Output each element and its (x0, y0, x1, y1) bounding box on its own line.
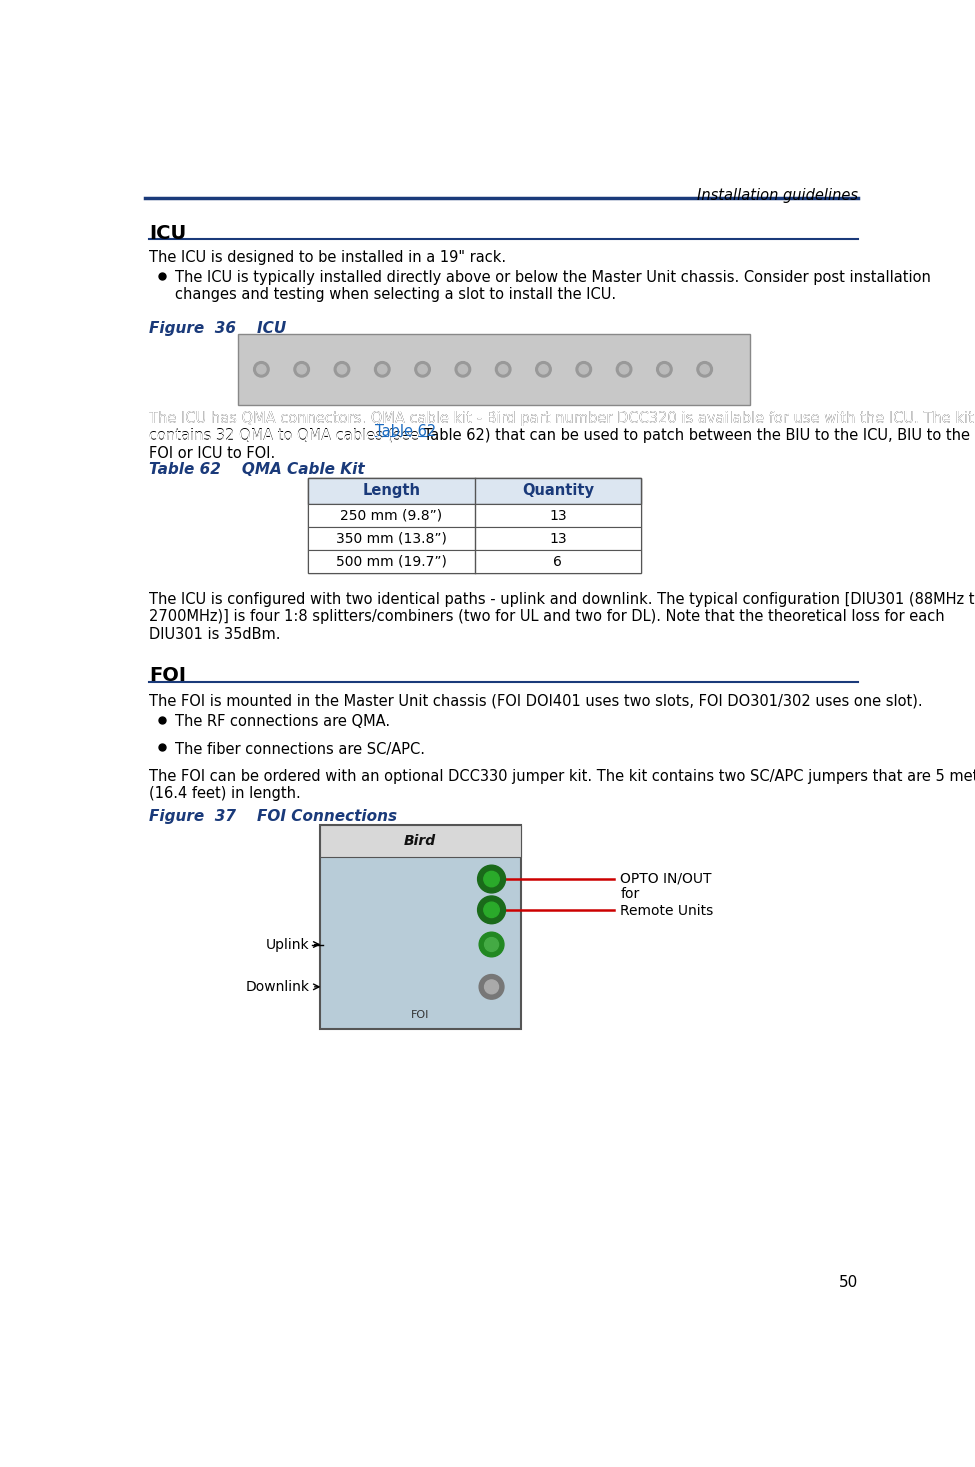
Text: ICU: ICU (149, 224, 186, 242)
Text: 13: 13 (549, 509, 566, 522)
Circle shape (700, 365, 710, 374)
Circle shape (256, 365, 266, 374)
Circle shape (374, 361, 390, 377)
Text: The ICU has QMA connectors. QMA cable kit - Bird part number DCC320 is available: The ICU has QMA connectors. QMA cable ki… (149, 411, 974, 461)
Circle shape (484, 871, 499, 886)
Circle shape (697, 361, 713, 377)
Text: FOI: FOI (149, 666, 186, 685)
Text: Installation guidelines: Installation guidelines (697, 188, 858, 202)
Text: The RF connections are QMA.: The RF connections are QMA. (175, 714, 390, 729)
Text: Quantity: Quantity (522, 484, 594, 499)
Bar (308, 505, 642, 527)
Circle shape (478, 896, 505, 924)
Bar (320, 824, 521, 1030)
Circle shape (616, 361, 632, 377)
Bar (238, 334, 750, 405)
Circle shape (539, 365, 548, 374)
Text: The fiber connections are SC/APC.: The fiber connections are SC/APC. (175, 742, 424, 757)
Circle shape (337, 365, 347, 374)
Circle shape (377, 365, 387, 374)
Circle shape (535, 361, 551, 377)
Text: The ICU is configured with two identical paths - uplink and downlink. The typica: The ICU is configured with two identical… (149, 591, 975, 641)
Bar (308, 478, 642, 505)
Circle shape (458, 365, 468, 374)
Circle shape (485, 980, 498, 993)
Text: 50: 50 (838, 1275, 858, 1291)
Text: The FOI can be ordered with an optional DCC330 jumper kit. The kit contains two : The FOI can be ordered with an optional … (149, 769, 975, 801)
Text: The ICU has QMA connectors. QMA cable kit - Bird part number DCC320 is available: The ICU has QMA connectors. QMA cable ki… (149, 411, 974, 461)
Circle shape (479, 974, 504, 999)
Circle shape (656, 361, 672, 377)
Circle shape (418, 365, 427, 374)
Circle shape (254, 361, 269, 377)
Text: The ICU is designed to be installed in a 19" rack.: The ICU is designed to be installed in a… (149, 249, 506, 266)
Bar (308, 478, 642, 574)
Text: Length: Length (362, 484, 420, 499)
Text: Table 62: Table 62 (374, 424, 436, 439)
Bar (308, 527, 642, 550)
Circle shape (576, 361, 592, 377)
Bar (308, 550, 642, 574)
Text: 500 mm (19.7”): 500 mm (19.7”) (335, 555, 447, 569)
Text: Figure  36    ICU: Figure 36 ICU (149, 321, 287, 336)
Circle shape (484, 902, 499, 917)
Text: Figure  37    FOI Connections: Figure 37 FOI Connections (149, 808, 397, 824)
Circle shape (495, 361, 511, 377)
Circle shape (297, 365, 306, 374)
Text: Bird: Bird (405, 835, 437, 848)
Circle shape (660, 365, 669, 374)
Bar (320, 824, 521, 858)
Text: The FOI is mounted in the Master Unit chassis (FOI DOI401 uses two slots, FOI DO: The FOI is mounted in the Master Unit ch… (149, 694, 922, 709)
Text: Table 62    QMA Cable Kit: Table 62 QMA Cable Kit (149, 462, 365, 477)
Circle shape (334, 361, 350, 377)
Circle shape (485, 937, 498, 952)
Text: OPTO IN/OUT
for
Remote Units: OPTO IN/OUT for Remote Units (620, 871, 714, 918)
Text: FOI: FOI (411, 1009, 429, 1020)
Text: 13: 13 (549, 531, 566, 546)
Circle shape (479, 932, 504, 956)
Text: Downlink: Downlink (246, 980, 309, 993)
Circle shape (498, 365, 508, 374)
Circle shape (619, 365, 629, 374)
Circle shape (293, 361, 309, 377)
Circle shape (579, 365, 589, 374)
Circle shape (414, 361, 430, 377)
Circle shape (455, 361, 471, 377)
Text: Uplink: Uplink (266, 937, 309, 952)
Text: 350 mm (13.8”): 350 mm (13.8”) (335, 531, 447, 546)
Text: The ICU is typically installed directly above or below the Master Unit chassis. : The ICU is typically installed directly … (175, 270, 930, 302)
Circle shape (478, 866, 505, 893)
Text: 6: 6 (554, 555, 563, 569)
Text: 250 mm (9.8”): 250 mm (9.8”) (340, 509, 443, 522)
